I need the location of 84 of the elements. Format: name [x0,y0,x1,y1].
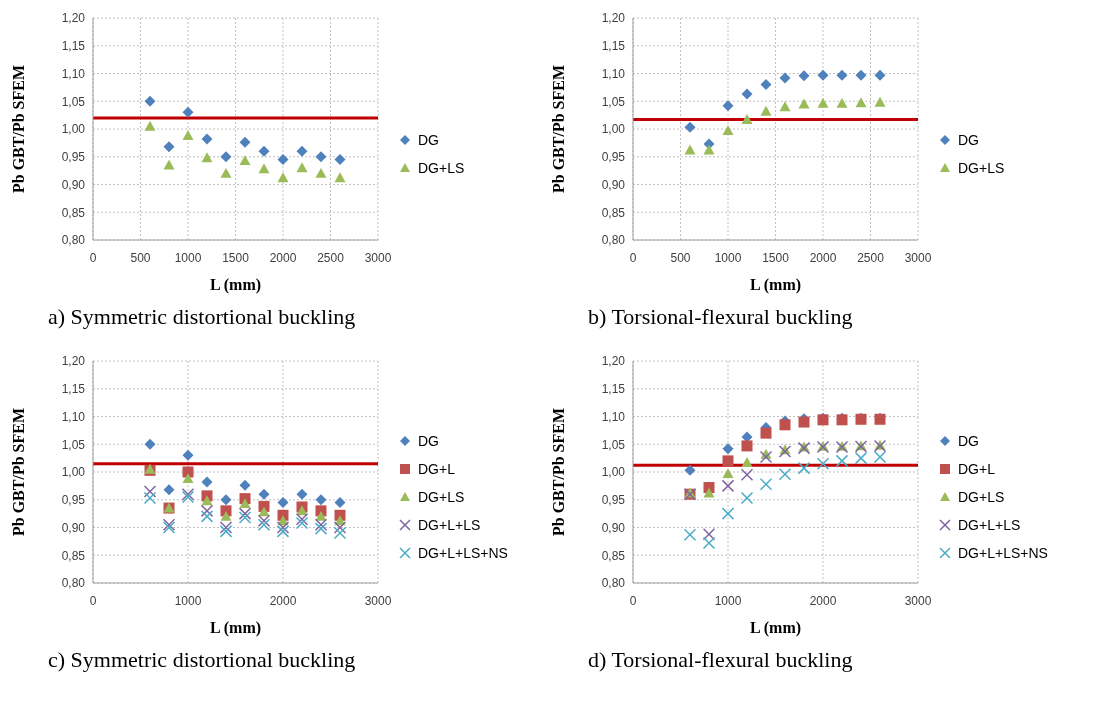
y-tick-label: 1,10 [601,409,626,424]
text: b) Torsional-flexural buckling [587,304,854,330]
y-tick-label: 0,85 [601,205,626,220]
legend-label: DG+LS [418,489,465,505]
legend-label: DG+L+LS [958,517,1021,533]
legend-label: DG+L+LS+NS [958,545,1048,561]
y-tick-label: 1,05 [61,94,86,109]
x-tick-label: 500 [130,251,151,265]
y-tick-label: 1,15 [61,382,86,397]
x-tick-label: 3000 [364,594,392,608]
x-tick-label: 1000 [714,251,742,265]
x-tick-label: 1000 [174,251,202,265]
y-tick-label: 1,00 [61,465,86,480]
legend-label: DG+L [958,461,995,477]
y-tick-label: 0,80 [61,233,86,248]
y-tick-label: 1,15 [601,39,626,54]
x-tick-label: 0 [89,594,97,608]
x-tick-label: 3000 [364,251,392,265]
y-tick-label: 0,90 [601,520,626,535]
x-axis-title: L (mm) [749,619,802,637]
text: d) Torsional-flexural buckling [587,647,854,673]
x-tick-label: 0 [629,594,637,608]
legend-label: DG+L [418,461,455,477]
y-tick-label: 0,95 [61,493,86,508]
x-tick-label: 500 [670,251,691,265]
x-tick-label: 2000 [809,251,837,265]
x-tick-label: 3000 [904,594,932,608]
y-tick-label: 1,05 [601,437,626,452]
x-tick-label: 2000 [269,594,297,608]
x-tick-label: 1000 [714,594,742,608]
x-axis-title: L (mm) [209,619,262,637]
y-tick-label: 1,10 [61,66,86,81]
y-tick-label: 1,05 [61,437,86,452]
x-tick-label: 1500 [762,251,790,265]
y-tick-label: 1,15 [601,382,626,397]
y-tick-label: 1,20 [61,354,86,369]
x-tick-label: 2000 [269,251,297,265]
y-tick-label: 0,85 [61,548,86,563]
legend-label: DG+LS [958,160,1005,176]
y-tick-label: 0,80 [601,233,626,248]
legend-label: DG+L+LS+NS [418,545,508,561]
x-tick-label: 1500 [222,251,250,265]
y-axis-title: Pb GBT/Pb SFEM [549,64,567,194]
y-tick-label: 0,90 [61,177,86,192]
y-tick-label: 1,20 [601,11,626,26]
y-tick-label: 0,80 [601,576,626,591]
x-axis-title: L (mm) [209,276,262,294]
x-tick-label: 0 [629,251,637,265]
y-tick-label: 1,00 [601,122,626,137]
legend-label: DG+LS [418,160,465,176]
x-tick-label: 2500 [317,251,345,265]
legend-label: DG [418,132,439,148]
legend-label: DG [418,433,439,449]
y-tick-label: 0,95 [601,150,626,165]
y-tick-label: 0,95 [61,150,86,165]
y-tick-label: 0,85 [61,205,86,220]
legend-label: DG [958,433,979,449]
y-tick-label: 0,90 [61,520,86,535]
y-tick-label: 0,80 [61,576,86,591]
text: a) Symmetric distortional buckling [47,304,357,330]
x-tick-label: 2000 [809,594,837,608]
legend-label: DG+L+LS [418,517,481,533]
legend-label: DG [958,132,979,148]
y-tick-label: 0,85 [601,548,626,563]
y-tick-label: 1,10 [601,66,626,81]
text: c) Symmetric distortional buckling [47,647,357,673]
y-tick-label: 0,95 [601,493,626,508]
y-tick-label: 0,90 [601,177,626,192]
y-tick-label: 1,10 [61,409,86,424]
x-tick-label: 0 [89,251,97,265]
y-axis-title: Pb GBT/Pb SFEM [9,407,27,537]
y-tick-label: 1,15 [61,39,86,54]
x-tick-label: 1000 [174,594,202,608]
y-axis-title: Pb GBT/Pb SFEM [9,64,27,194]
y-tick-label: 1,00 [61,122,86,137]
y-axis-title: Pb GBT/Pb SFEM [549,407,567,537]
y-tick-label: 1,20 [601,354,626,369]
x-axis-title: L (mm) [749,276,802,294]
y-tick-label: 1,00 [601,465,626,480]
x-tick-label: 2500 [857,251,885,265]
y-tick-label: 1,05 [601,94,626,109]
x-tick-label: 3000 [904,251,932,265]
legend-label: DG+LS [958,489,1005,505]
y-tick-label: 1,20 [61,11,86,26]
